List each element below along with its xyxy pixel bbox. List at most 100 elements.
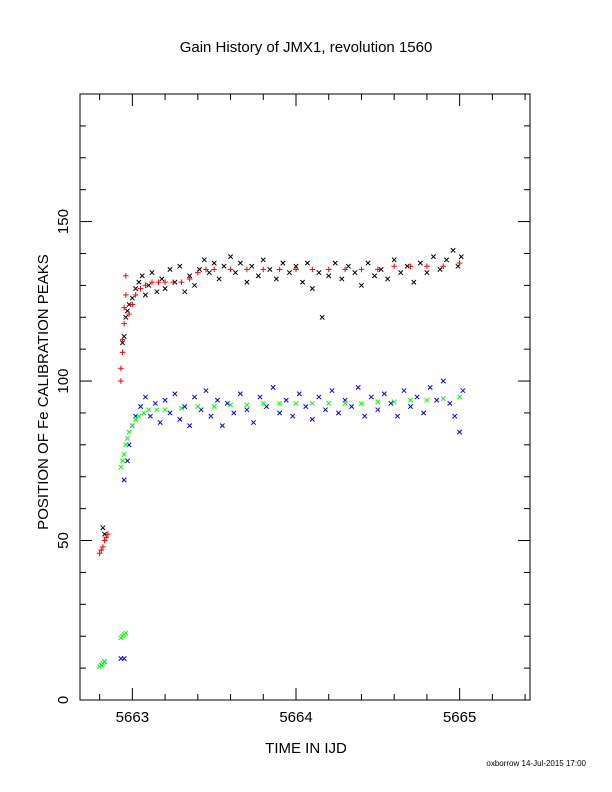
data-point bbox=[335, 410, 342, 416]
data-point bbox=[342, 400, 348, 406]
data-point-stroke bbox=[335, 410, 342, 416]
data-point bbox=[227, 266, 234, 273]
data-point-stroke bbox=[322, 407, 329, 413]
data-point-stroke bbox=[250, 419, 257, 426]
data-point bbox=[452, 413, 458, 419]
data-point-stroke bbox=[404, 263, 410, 269]
data-point-stroke bbox=[146, 282, 152, 288]
data-point-stroke bbox=[270, 384, 276, 390]
data-point bbox=[368, 394, 374, 400]
data-point-stroke bbox=[355, 384, 361, 390]
data-point-stroke bbox=[154, 289, 160, 295]
data-point bbox=[358, 282, 365, 288]
data-point-stroke bbox=[152, 400, 158, 406]
y-axis-label: POSITION OF Fe CALIBRATION PEAKS bbox=[35, 254, 52, 530]
data-point-stroke bbox=[119, 340, 126, 346]
data-point bbox=[345, 263, 351, 269]
data-point bbox=[273, 276, 279, 282]
data-point-stroke bbox=[142, 394, 149, 400]
data-point bbox=[182, 404, 188, 410]
data-point bbox=[172, 391, 178, 397]
data-point-stroke bbox=[177, 263, 183, 269]
data-point-stroke bbox=[224, 400, 230, 406]
data-point bbox=[211, 404, 217, 410]
data-point bbox=[162, 397, 168, 403]
data-point-stroke bbox=[162, 286, 168, 292]
data-point bbox=[121, 477, 127, 483]
data-point bbox=[232, 270, 239, 276]
data-point-stroke bbox=[214, 397, 221, 403]
data-point-stroke bbox=[365, 260, 371, 266]
data-point bbox=[149, 270, 155, 276]
y-tick-label: 150 bbox=[55, 209, 72, 234]
data-point-stroke bbox=[182, 289, 188, 295]
data-point bbox=[162, 286, 168, 292]
data-point bbox=[211, 260, 217, 266]
data-point-stroke bbox=[124, 308, 131, 314]
data-point bbox=[137, 404, 144, 410]
data-point bbox=[231, 410, 237, 416]
data-point-stroke bbox=[121, 655, 127, 662]
data-point bbox=[96, 550, 103, 557]
data-point bbox=[303, 404, 309, 410]
data-point bbox=[100, 544, 106, 550]
data-point bbox=[447, 400, 453, 406]
data-point bbox=[101, 537, 108, 544]
data-point-stroke bbox=[427, 384, 433, 390]
data-point bbox=[391, 263, 397, 270]
data-point-stroke bbox=[443, 257, 450, 263]
data-point-stroke bbox=[177, 416, 183, 422]
data-point-stroke bbox=[381, 391, 387, 397]
data-point-stroke bbox=[277, 400, 283, 406]
data-point-stroke bbox=[172, 391, 178, 397]
data-point bbox=[371, 273, 378, 279]
data-point-stroke bbox=[437, 266, 443, 272]
data-point bbox=[237, 391, 243, 397]
data-point-stroke bbox=[136, 413, 142, 419]
data-point bbox=[129, 295, 135, 301]
data-point-stroke bbox=[424, 270, 430, 276]
data-point bbox=[293, 263, 299, 269]
data-point bbox=[216, 276, 222, 282]
data-point-stroke bbox=[187, 423, 193, 429]
data-point bbox=[257, 394, 263, 400]
data-point bbox=[146, 282, 152, 288]
data-point bbox=[267, 266, 273, 272]
data-point bbox=[142, 394, 149, 400]
data-point-stroke bbox=[178, 405, 185, 411]
data-point bbox=[221, 263, 227, 269]
data-point-stroke bbox=[378, 266, 384, 272]
data-point-stroke bbox=[280, 260, 286, 266]
data-point-stroke bbox=[424, 397, 430, 403]
data-point-stroke bbox=[296, 391, 302, 397]
data-point-stroke bbox=[316, 394, 322, 400]
data-point bbox=[195, 269, 201, 276]
data-point bbox=[309, 400, 315, 406]
data-point-stroke bbox=[394, 413, 401, 419]
data-point bbox=[296, 391, 302, 397]
data-point-stroke bbox=[267, 266, 273, 272]
data-point-stroke bbox=[227, 254, 234, 260]
data-point bbox=[450, 247, 456, 253]
data-point bbox=[195, 404, 201, 410]
data-point-stroke bbox=[440, 378, 446, 384]
data-point-stroke bbox=[227, 402, 234, 408]
data-point bbox=[167, 410, 173, 416]
data-point bbox=[437, 266, 443, 272]
data-point-stroke bbox=[129, 423, 135, 429]
data-point bbox=[316, 270, 322, 276]
data-point bbox=[280, 260, 286, 266]
data-point bbox=[123, 273, 129, 279]
data-point bbox=[391, 399, 397, 405]
data-point-stroke bbox=[121, 451, 127, 457]
data-point bbox=[177, 263, 183, 269]
data-point-stroke bbox=[273, 276, 279, 282]
data-point-stroke bbox=[159, 276, 165, 282]
data-point bbox=[126, 311, 132, 317]
data-point-stroke bbox=[339, 276, 345, 282]
data-point bbox=[304, 260, 311, 266]
data-point bbox=[316, 394, 322, 400]
data-point-stroke bbox=[191, 282, 198, 288]
data-point bbox=[126, 301, 132, 308]
